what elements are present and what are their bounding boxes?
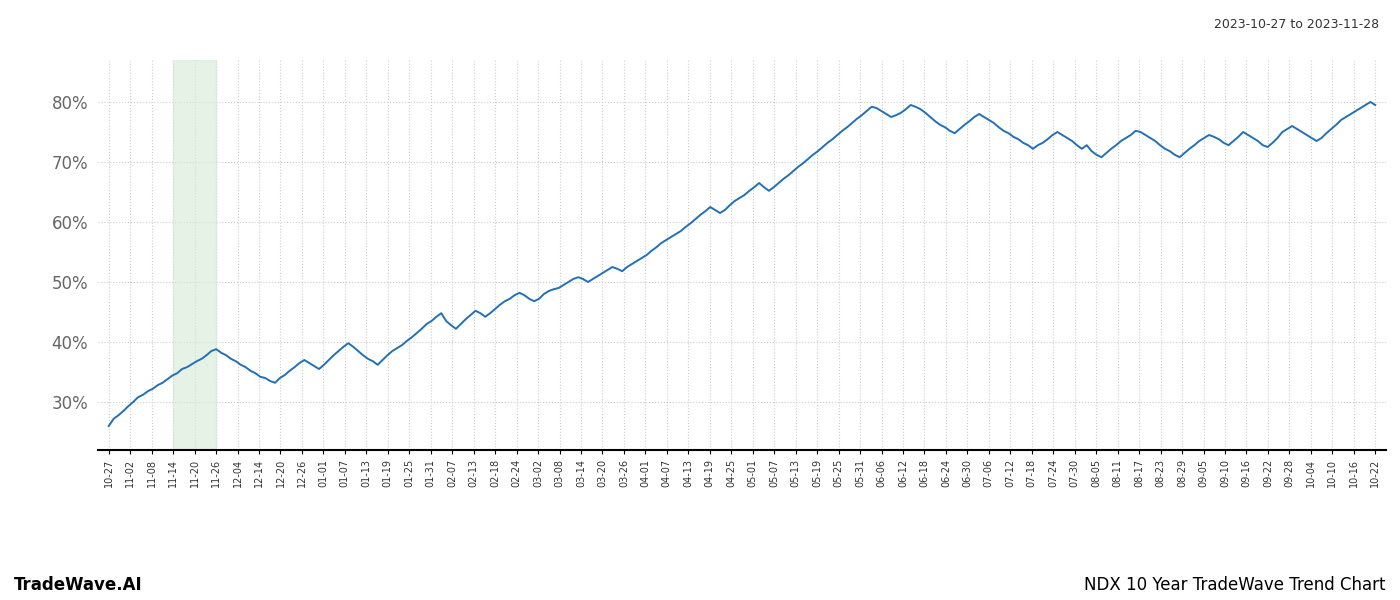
Text: TradeWave.AI: TradeWave.AI <box>14 576 143 594</box>
Text: NDX 10 Year TradeWave Trend Chart: NDX 10 Year TradeWave Trend Chart <box>1085 576 1386 594</box>
Text: 2023-10-27 to 2023-11-28: 2023-10-27 to 2023-11-28 <box>1214 18 1379 31</box>
Bar <box>174 60 216 450</box>
